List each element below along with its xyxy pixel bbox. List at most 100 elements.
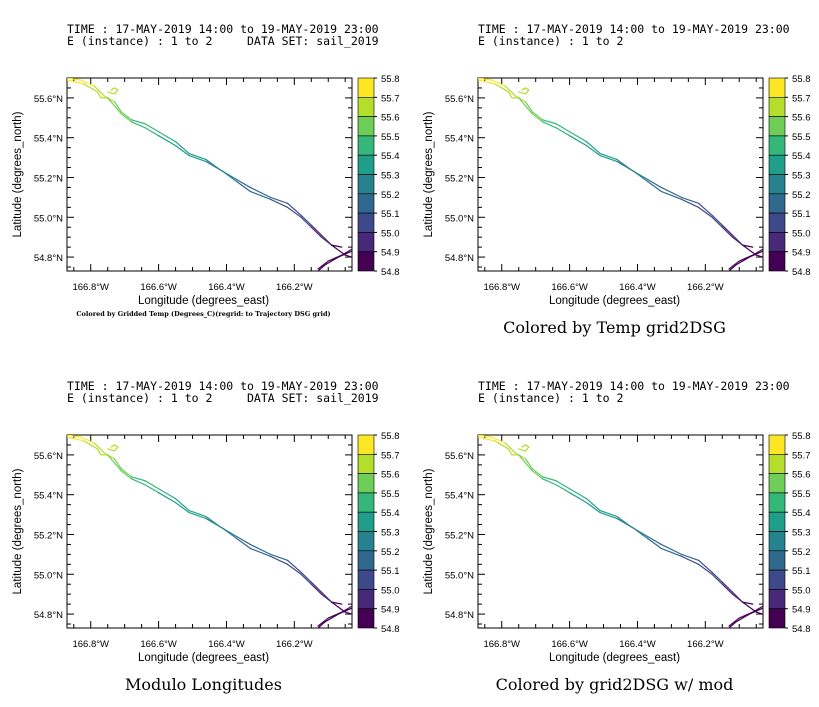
track-segment xyxy=(647,535,662,546)
track-segment xyxy=(555,480,571,490)
track-segment xyxy=(524,446,530,452)
track-segment xyxy=(569,488,588,500)
track-segment xyxy=(531,113,544,123)
colorbar-label: 55.2 xyxy=(792,190,811,201)
track-segment xyxy=(742,601,757,613)
colorbar-label: 55.0 xyxy=(792,585,811,596)
y-tick-label: 55.6°N xyxy=(34,94,63,105)
track-segment xyxy=(599,153,618,161)
track-segment xyxy=(269,555,289,565)
track-segment xyxy=(107,448,116,452)
track-segment xyxy=(569,131,588,143)
track-segment xyxy=(585,145,601,157)
track-segment xyxy=(317,264,326,271)
track-segment xyxy=(524,87,530,91)
x-tick-label: 166.8°W xyxy=(72,639,109,650)
colorbar-swatch xyxy=(357,193,375,214)
track-segment xyxy=(286,559,302,573)
colorbar-label: 55.1 xyxy=(792,566,811,577)
track-segment xyxy=(755,611,763,615)
track-segment xyxy=(249,543,272,555)
track-segment xyxy=(555,123,571,133)
track-segment xyxy=(585,502,601,514)
track-segment xyxy=(120,113,133,123)
track-segment xyxy=(728,260,740,270)
x-tick-label: 166.8°W xyxy=(72,282,109,293)
track-segment xyxy=(569,135,588,147)
track-segment xyxy=(633,170,649,183)
colorbar-swatch xyxy=(357,174,375,195)
track-segment xyxy=(490,79,506,87)
colorbar-swatch xyxy=(768,511,786,532)
track-segment xyxy=(320,593,333,603)
track-segment xyxy=(721,224,734,236)
track-segment xyxy=(286,202,302,216)
x-axis-label: Longitude (degrees_east) xyxy=(138,295,269,307)
track-segment xyxy=(113,446,119,452)
y-tick-label: 55.2°N xyxy=(34,530,63,541)
x-tick-label: 166.6°W xyxy=(140,639,177,650)
track-segment xyxy=(300,573,312,585)
colorbar-label: 55.2 xyxy=(381,190,400,201)
colorbar-label: 55.8 xyxy=(792,74,811,85)
track-segment xyxy=(79,436,95,444)
colorbar-label: 55.8 xyxy=(381,431,400,442)
track-segment xyxy=(728,617,740,627)
track-segment xyxy=(337,250,352,258)
track-segment xyxy=(96,448,102,456)
y-tick-label: 54.8°N xyxy=(445,253,474,264)
track-segment xyxy=(317,260,329,270)
track-segment xyxy=(310,581,323,593)
chart-panel-2: TIME : 17-MAY-2019 14:00 to 19-MAY-2019 … xyxy=(423,22,811,337)
colorbar-label: 55.4 xyxy=(381,151,400,162)
colorbar-label: 54.8 xyxy=(381,267,400,278)
track-segment xyxy=(110,87,116,91)
colorbar-label: 54.9 xyxy=(792,605,811,616)
track-segment xyxy=(158,131,177,143)
colorbar-label: 55.5 xyxy=(792,132,811,143)
track-segment xyxy=(647,180,662,193)
track-segment xyxy=(331,601,346,613)
track-segment xyxy=(478,435,493,438)
plot-frame xyxy=(66,77,353,272)
x-tick-label: 166.2°W xyxy=(687,639,724,650)
colorbar-label: 55.7 xyxy=(381,450,400,461)
colorbar-swatch xyxy=(357,454,375,474)
track-segment xyxy=(205,160,224,173)
colorbar-swatch xyxy=(357,550,375,571)
track-segment xyxy=(541,478,557,486)
colorbar-label: 55.4 xyxy=(381,508,400,519)
track-segment xyxy=(93,85,105,97)
track-group xyxy=(478,435,763,628)
track-segment xyxy=(158,135,177,147)
colorbar-label: 55.3 xyxy=(381,171,400,182)
colorbar-swatch xyxy=(768,77,786,98)
track-segment xyxy=(188,510,207,518)
track-segment xyxy=(310,583,323,595)
colorbar-swatch xyxy=(768,251,786,272)
x-axis-label: Longitude (degrees_east) xyxy=(138,652,269,664)
track-segment xyxy=(616,160,635,173)
y-tick-label: 55.2°N xyxy=(34,173,63,184)
track-segment xyxy=(514,452,527,460)
chart-header-instance: E (instance) : 1 to 2 xyxy=(478,34,623,48)
track-segment xyxy=(331,244,346,256)
y-tick-label: 55.2°N xyxy=(445,530,474,541)
track-segment xyxy=(680,196,700,204)
track-segment xyxy=(697,563,713,575)
colorbar-label: 55.7 xyxy=(381,93,400,104)
x-tick-label: 166.6°W xyxy=(551,639,588,650)
track-segment xyxy=(222,170,238,183)
track-segment xyxy=(647,537,662,550)
x-tick-label: 166.4°W xyxy=(208,639,245,650)
track-segment xyxy=(130,478,146,486)
colorbar-label: 55.4 xyxy=(792,151,811,162)
colorbar-label: 55.5 xyxy=(792,489,811,500)
track-segment xyxy=(660,190,683,200)
x-tick-label: 166.2°W xyxy=(276,639,313,650)
track-segment xyxy=(130,476,146,482)
y-tick-label: 55.4°N xyxy=(445,491,474,502)
colorbar-label: 54.8 xyxy=(792,267,811,278)
y-tick-label: 55.0°N xyxy=(445,213,474,224)
track-segment xyxy=(524,89,530,95)
